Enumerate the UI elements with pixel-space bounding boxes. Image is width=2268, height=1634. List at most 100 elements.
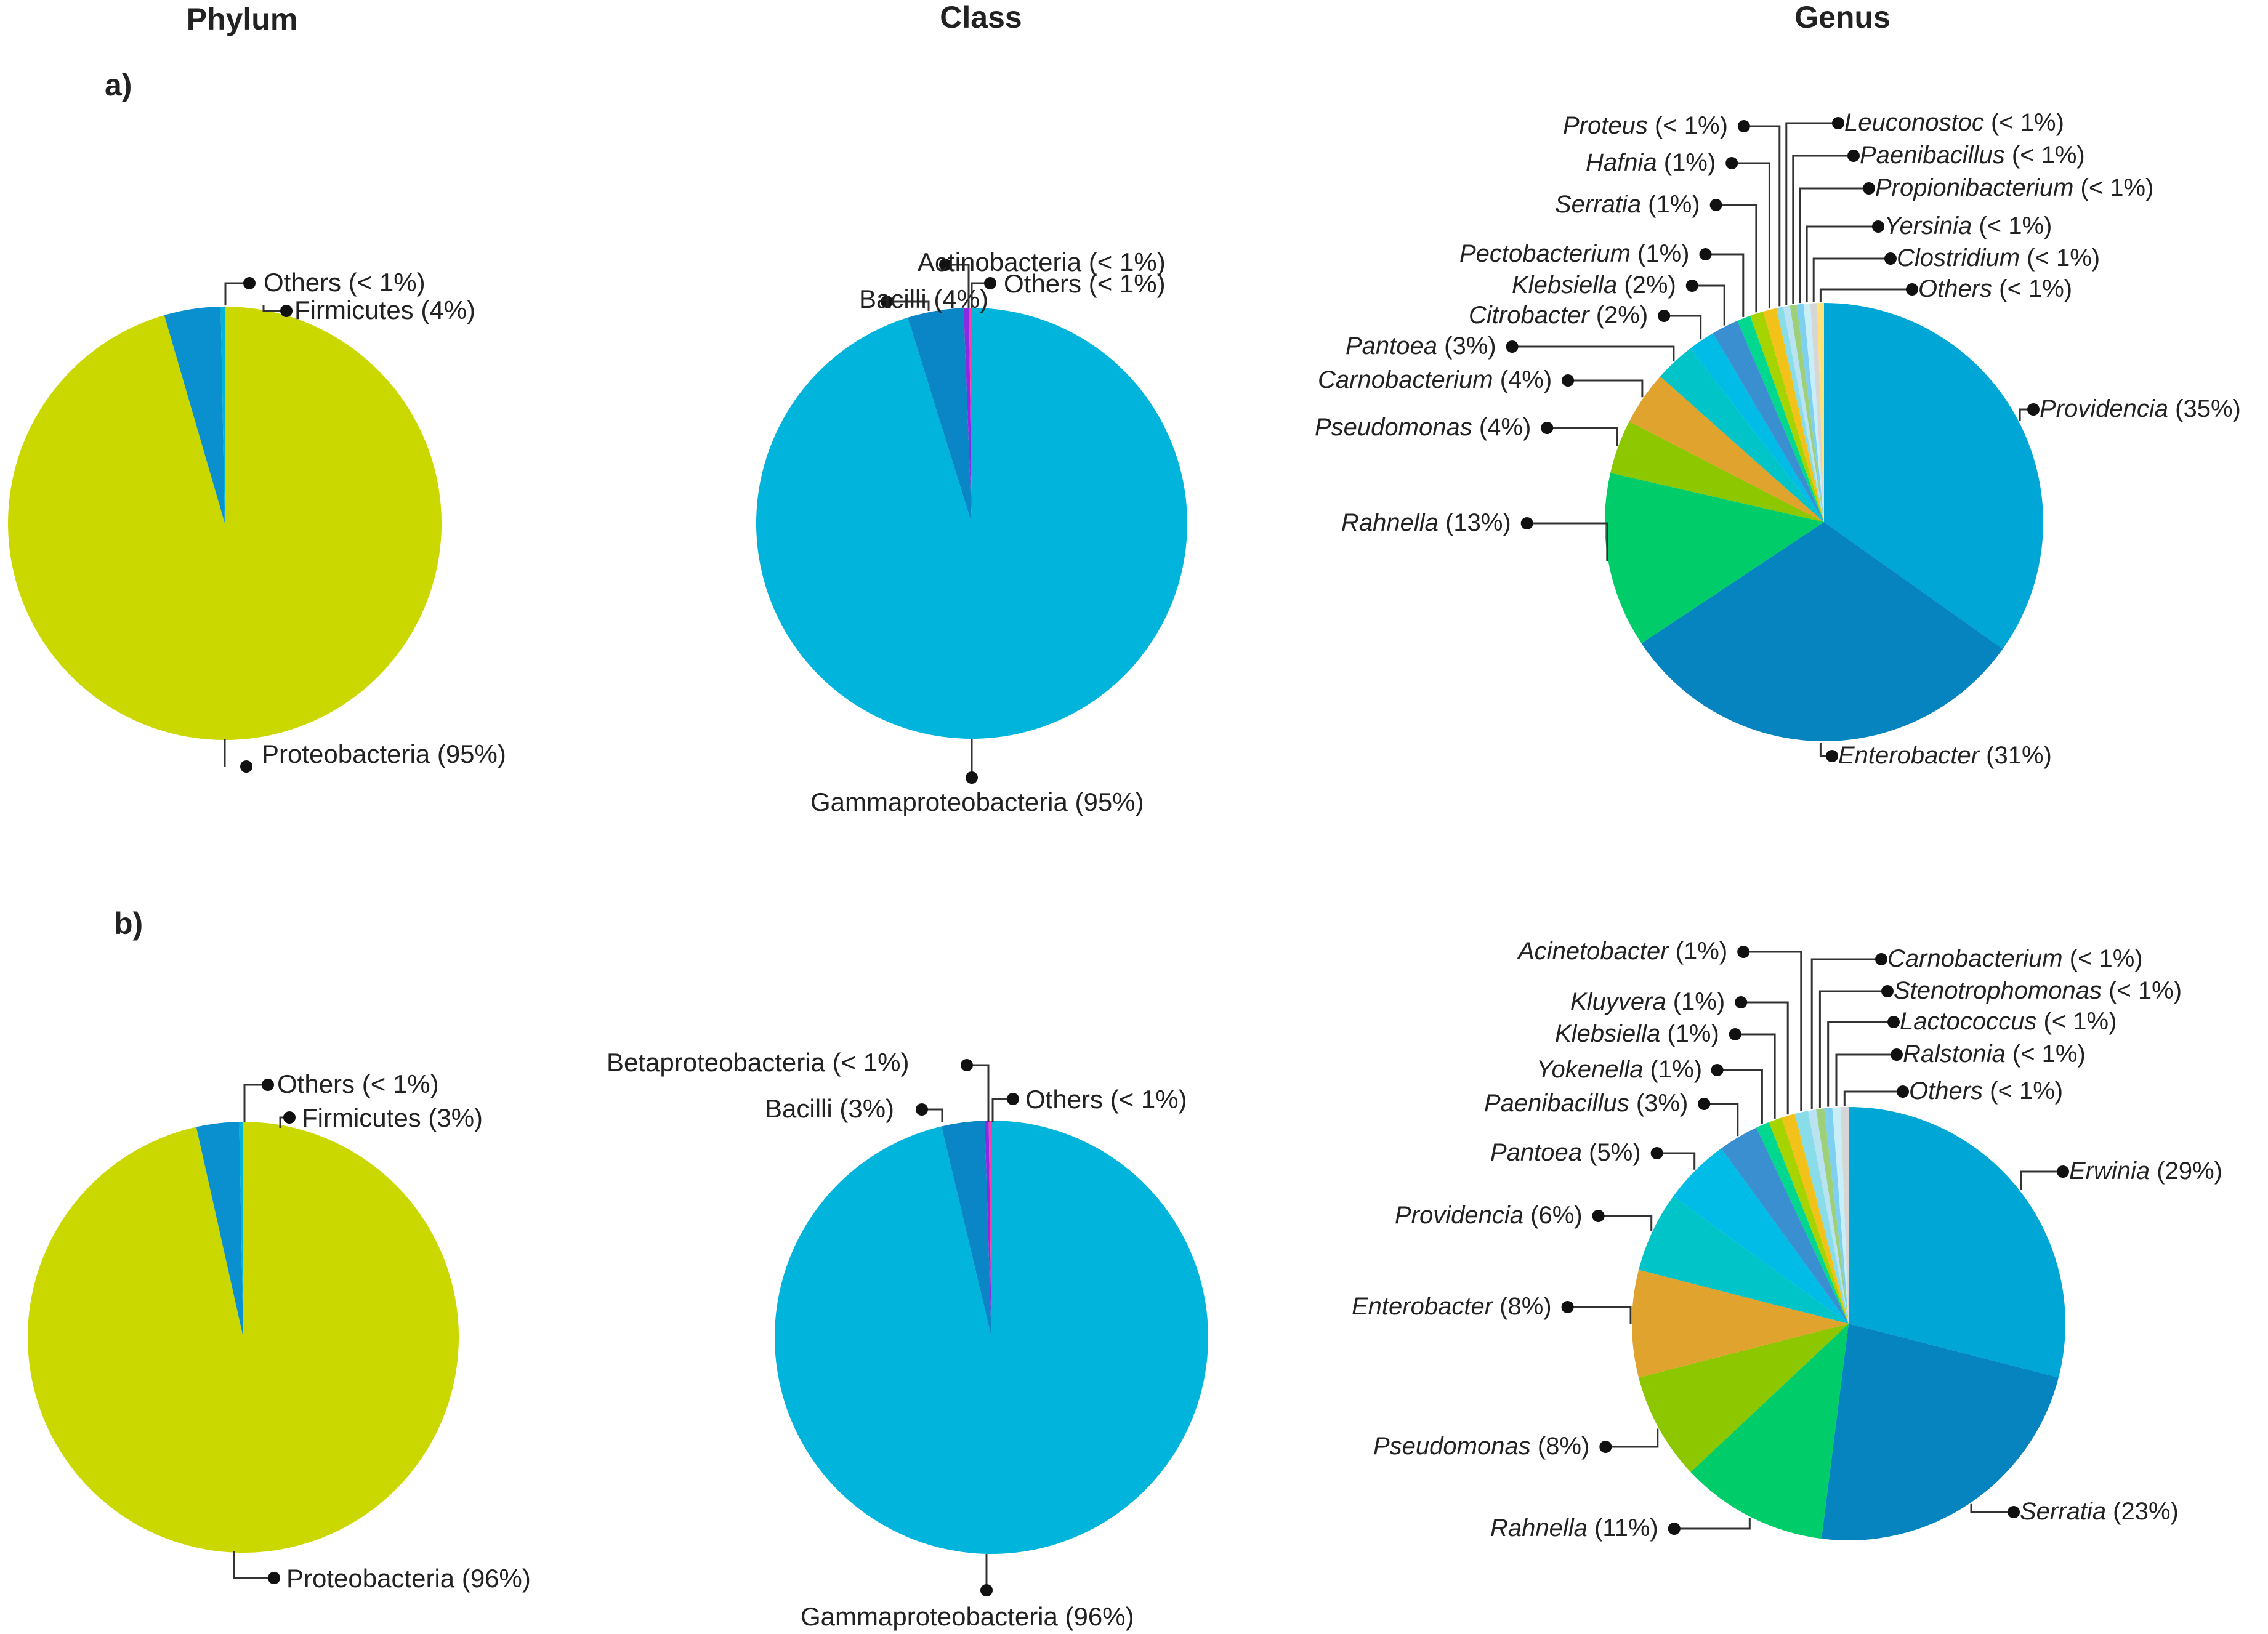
leader-dot-bacilli — [881, 296, 893, 308]
leader-line-others — [224, 282, 249, 305]
leader-line-citrobacter — [1664, 315, 1702, 340]
pie-slice-kluyvera — [1782, 1114, 1849, 1324]
leader-line-betaproteobacteria — [967, 1064, 990, 1122]
pie-slice-klebsiella — [1713, 320, 1824, 522]
leader-line-carnobacterium — [1810, 958, 1881, 1109]
pie-slice-pseudomonas — [1639, 1324, 1849, 1472]
pie-slice-actinobacteria — [963, 308, 972, 523]
pie-slice-lactococcus — [1824, 1108, 1849, 1324]
slice-label-pseudomonas: Pseudomonas (8%) — [1373, 1433, 1589, 1460]
pie-slice-ralstonia — [1832, 1107, 1849, 1324]
slice-label-enterobacter: Enterobacter (31%) — [1838, 742, 2052, 769]
panel-label-a: a) — [105, 68, 132, 102]
pie-slice-others — [1840, 1107, 1849, 1324]
leader-dot-rahnella — [1668, 1523, 1681, 1535]
leader-line-others — [243, 1084, 268, 1122]
panel-label-b: b) — [114, 906, 143, 941]
slice-label-klebsiella: Klebsiella (1%) — [1555, 1020, 1719, 1047]
leader-dot-serratia — [2008, 1506, 2020, 1518]
pie-genus-b: Erwinia (29%) Serratia (23%) Rahnella (11%… — [1352, 938, 2222, 1542]
leader-line-others — [1819, 288, 1912, 302]
slice-label-providencia: Providencia (6%) — [1395, 1202, 1583, 1229]
leader-dot-serratia — [1709, 199, 1722, 211]
leader-dot-firmicutes — [283, 1111, 296, 1124]
leader-dot-hafnia — [1725, 157, 1738, 169]
pie-slice-carnobacterium — [1629, 376, 1824, 522]
slice-label-paenibacillus: Paenibacillus (3%) — [1484, 1090, 1688, 1117]
pie-slice-providencia — [1639, 1196, 1849, 1324]
slice-label-erwinia: Erwinia (29%) — [2069, 1157, 2222, 1185]
slice-label-others: Others (< 1%) — [1004, 269, 1166, 298]
slice-label-proteobacteria: Proteobacteria (95%) — [262, 739, 506, 768]
pie-slice-paenibacillus — [1790, 304, 1824, 522]
slice-label-bacilli: Bacilli (3%) — [765, 1094, 894, 1123]
slice-label-carnobacterium: Carnobacterium (4%) — [1318, 366, 1552, 393]
pie-slice-clostridium — [1810, 303, 1824, 522]
slice-label-betaproteobacteria: Betaproteobacteria (< 1%) — [607, 1048, 909, 1077]
leader-dot-pantoea — [1506, 340, 1519, 353]
pie-slice-gammaproteobacteria — [756, 308, 1188, 739]
leader-line-carnobacterium — [1568, 379, 1644, 398]
pie-slice-stenotrophomonas — [1816, 1108, 1849, 1324]
pie-slice-propionibacterium — [1796, 304, 1824, 522]
leader-dot-firmicutes — [280, 305, 293, 317]
leader-line-propionibacterium — [1799, 187, 1869, 304]
pie-slice-pantoea — [1660, 348, 1824, 522]
leader-line-pantoea — [1657, 1152, 1696, 1170]
leader-dot-acinetobacter — [1737, 946, 1750, 958]
leader-line-leuconostoc — [1785, 122, 1838, 305]
slice-label-pantoea: Pantoea (5%) — [1490, 1139, 1641, 1166]
pie-slice-bacilli — [941, 1121, 991, 1337]
slice-label-clostridium: Clostridium (< 1%) — [1897, 244, 2100, 272]
pie-slice-yersinia — [1803, 303, 1824, 522]
slice-label-kluyvera: Kluyvera (1%) — [1570, 988, 1725, 1015]
leader-line-proteus — [1743, 125, 1781, 307]
leader-line-ralstonia — [1835, 1053, 1897, 1106]
slice-label-paenibacillus: Paenibacillus (< 1%) — [1860, 142, 2085, 169]
pie-slice-providencia — [1824, 303, 2043, 650]
slice-label-hafnia: Hafnia (1%) — [1586, 149, 1716, 176]
slice-label-proteus: Proteus (< 1%) — [1563, 112, 1728, 139]
pie-slice-betaproteobacteria — [984, 1121, 991, 1337]
slice-label-pectobacterium: Pectobacterium (1%) — [1459, 240, 1690, 267]
pie-slice-enterobacter — [1632, 1270, 1849, 1378]
leader-dot-others — [1897, 1085, 1909, 1098]
leader-line-pseudomonas — [1547, 427, 1618, 446]
pie-slice-others — [1817, 302, 1824, 522]
slice-label-ralstonia: Ralstonia (< 1%) — [1903, 1040, 2086, 1068]
leader-line-providencia — [1598, 1215, 1653, 1231]
leader-dot-carnobacterium — [1562, 374, 1575, 387]
leader-dot-ralstonia — [1891, 1048, 1903, 1061]
pie-slice-pseudomonas — [1610, 421, 1824, 522]
slice-label-stenotrophomonas: Stenotrophomonas (< 1%) — [1894, 977, 2182, 1004]
leader-line-pseudomonas — [1605, 1428, 1659, 1448]
leader-dot-others — [1906, 283, 1918, 296]
leader-dot-others — [262, 1079, 274, 1091]
slice-label-lactococcus: Lactococcus (< 1%) — [1900, 1008, 2117, 1035]
leader-line-pantoea — [1512, 345, 1675, 361]
header-genus: Genus — [1794, 0, 1891, 34]
pie-slice-paenibacillus — [1721, 1127, 1849, 1324]
pie-slice-citrobacter — [1690, 333, 1824, 522]
leader-line-bacilli — [922, 1108, 943, 1122]
slice-label-serratia: Serratia (23%) — [2020, 1498, 2179, 1525]
leader-line-stenotrophomonas — [1818, 990, 1887, 1108]
leader-dot-klebsiella — [1729, 1028, 1741, 1040]
header-class: Class — [940, 0, 1022, 34]
leader-dot-actinobacteria — [939, 259, 951, 271]
pie-slice-erwinia — [1849, 1107, 2065, 1378]
leader-dot-stenotrophomonas — [1881, 985, 1894, 997]
leader-dot-citrobacter — [1658, 310, 1671, 322]
slice-label-propionibacterium: Propionibacterium (< 1%) — [1875, 174, 2153, 201]
leader-line-lactococcus — [1827, 1021, 1894, 1107]
leader-dot-erwinia — [2057, 1165, 2069, 1178]
pie-slice-others — [969, 308, 972, 523]
leader-line-actinobacteria — [945, 264, 970, 308]
pie-class-b: Gammaproteobacteria (96%) Bacilli (3%) Bet… — [607, 1048, 1209, 1631]
leader-line-hafnia — [1732, 162, 1770, 309]
pie-slice-serratia — [1749, 312, 1824, 522]
slice-label-pseudomonas: Pseudomonas (4%) — [1315, 414, 1531, 441]
slice-label-acinetobacter: Acinetobacter (1%) — [1517, 938, 1727, 965]
leader-dot-yersinia — [1872, 220, 1884, 233]
